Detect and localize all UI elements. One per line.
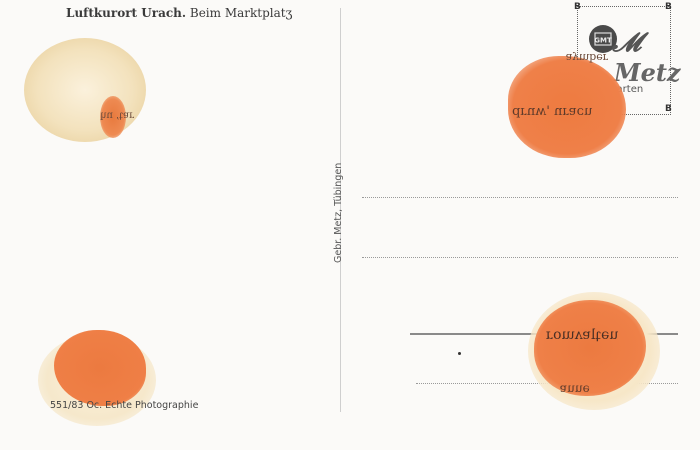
title-place: Luftkurort Urach. — [66, 6, 187, 20]
orange-stain-top-right — [508, 56, 626, 158]
mirrored-residue-text-bottom: uǝʇlɐʌɯoɹ — [546, 327, 619, 343]
card-title: Luftkurort Urach. Beim Marktplatʒ — [66, 6, 292, 20]
metz-logo-icon: GMT — [589, 25, 617, 53]
svg-text:GMT: GMT — [594, 37, 612, 45]
brand-script: Metz — [614, 58, 681, 87]
mirrored-residue-text-bottom2: ǝuuɐ — [560, 381, 590, 395]
orange-spot-top-left — [100, 96, 126, 138]
orange-stain-bottom-left — [54, 330, 146, 406]
glue-stain-top-left — [24, 38, 146, 142]
address-line-2 — [362, 257, 678, 258]
brand-script-mirrored: 𝓜 — [612, 28, 641, 58]
stamp-corner-right: B — [665, 2, 672, 12]
mirrored-residue-text-top: uɔɐɹn 'ʍnɹp — [512, 104, 593, 119]
stamp-corner-left: B — [574, 2, 581, 12]
orange-stain-bottom-right — [534, 300, 646, 396]
ink-dot — [458, 352, 461, 355]
photo-caption: 551/83 Oc. Echte Photographie — [50, 400, 199, 411]
address-line-1 — [362, 197, 678, 198]
mirrored-residue-text-top2: ɹǝqɯʎɐ — [566, 50, 609, 63]
mirrored-residue-text: ɹɐʇ‚ nɥ — [100, 110, 135, 121]
publisher-imprint: Gebr. Metz, Tübingen — [333, 162, 344, 263]
title-location: Beim Marktplatʒ — [189, 6, 293, 20]
stamp-corner-bottom-right: B — [665, 104, 672, 114]
center-divider — [340, 8, 341, 412]
